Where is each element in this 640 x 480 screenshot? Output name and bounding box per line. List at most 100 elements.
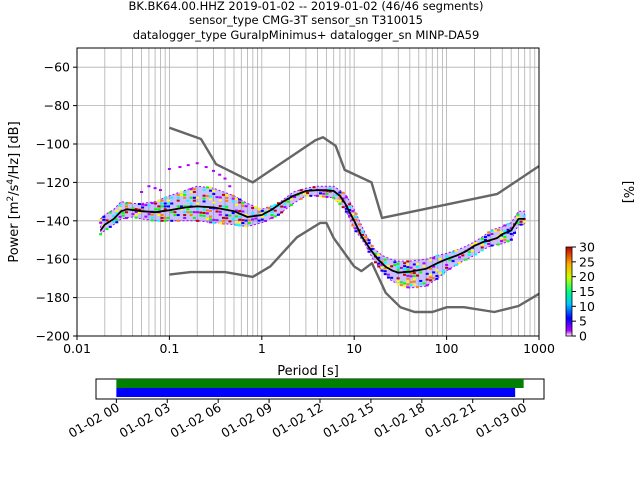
density-cell [419, 279, 423, 282]
y-tick-label: −200 [36, 329, 70, 344]
density-cell [348, 203, 352, 206]
density-cell [163, 202, 167, 205]
density-cell [270, 214, 274, 217]
density-cell [412, 274, 416, 277]
outlier-cell [195, 162, 199, 165]
density-cell [183, 214, 187, 217]
density-cell [283, 203, 287, 206]
density-cell [487, 231, 491, 234]
density-cell [341, 197, 345, 200]
density-cell [173, 214, 177, 217]
coverage-bar-coverage_bottom [116, 388, 516, 397]
density-cell [435, 277, 439, 280]
density-cell [312, 186, 316, 189]
density-cell [500, 231, 504, 234]
density-cell [196, 196, 200, 199]
density-cell [215, 210, 219, 213]
noise-models [168, 126, 539, 314]
density-cell [238, 215, 242, 218]
density-cell [205, 218, 209, 221]
density-cell [483, 241, 487, 244]
density-cell [448, 267, 452, 270]
density-cell [396, 277, 400, 280]
density-cell [212, 221, 216, 224]
density-cell [102, 215, 106, 218]
density-cell [115, 221, 119, 224]
density-cell [480, 237, 484, 240]
density-cell [383, 258, 387, 261]
density-cell [141, 203, 145, 206]
timeline-tick-label: 01-02 00 [66, 400, 122, 441]
density-cell [196, 219, 200, 222]
density-cell [257, 208, 261, 211]
density-cell [490, 230, 494, 233]
density-cell [192, 216, 196, 219]
density-cell [493, 229, 497, 232]
outlier-cell [140, 191, 144, 193]
density-cell [396, 280, 400, 283]
density-cell [416, 274, 420, 277]
density-cell [238, 210, 242, 213]
density-cell [487, 234, 491, 237]
density-cell [373, 252, 377, 255]
density-cell [134, 213, 138, 216]
density-cell [189, 211, 193, 214]
timeline-tick-label: 01-02 09 [218, 400, 274, 441]
density-cell [238, 224, 242, 227]
density-cell [176, 199, 180, 202]
outlier-cell [178, 166, 182, 169]
density-cell [412, 272, 416, 275]
density-cell [445, 255, 449, 258]
density-cell [212, 201, 216, 204]
x-tick-label: 1 [258, 341, 266, 356]
density-cell [218, 210, 222, 213]
density-cell [406, 274, 410, 277]
density-cell [503, 233, 507, 236]
density-cell [406, 260, 410, 263]
density-cell [260, 218, 264, 221]
outlier-cell [147, 185, 151, 188]
timeline-tick-label: 01-02 12 [269, 400, 325, 441]
density-cell [273, 215, 277, 218]
density-cell [412, 263, 416, 266]
density-cell [115, 209, 119, 212]
density-cell [212, 190, 216, 193]
density-cell [163, 205, 167, 208]
density-cell [480, 249, 484, 252]
density-cell [150, 213, 154, 216]
density-cell [276, 213, 280, 216]
density-cell [377, 262, 381, 265]
density-cell [331, 196, 335, 199]
density-cell [124, 211, 128, 214]
density-cell [209, 198, 213, 201]
density-cell [509, 238, 513, 241]
y-tick-label: −180 [36, 290, 70, 305]
density-cell [412, 277, 416, 280]
mean-psd [99, 189, 525, 274]
density-cell [212, 218, 216, 221]
density-cell [241, 210, 245, 213]
density-cell [503, 224, 507, 227]
density-cell [454, 249, 458, 252]
density-cell [306, 191, 310, 194]
density-cell [221, 193, 225, 196]
density-cell [403, 267, 407, 270]
density-cell [218, 199, 222, 202]
density-cell [322, 195, 326, 198]
density-cell [435, 263, 439, 266]
density-cell [412, 280, 416, 283]
density-cell [425, 278, 429, 281]
density-cell [403, 282, 407, 285]
y-tick-label: −140 [36, 213, 70, 228]
density-cell [487, 242, 491, 245]
density-cell [370, 245, 374, 248]
coverage-bars [116, 379, 524, 397]
x-axis-ticks: 0.01 0.1 1 10 100 1000 [63, 336, 555, 356]
density-cell [289, 198, 293, 201]
density-cell [506, 240, 510, 243]
density-cell [231, 194, 235, 197]
density-cell [403, 273, 407, 276]
density-cell [451, 260, 455, 263]
density-cell [406, 263, 410, 266]
timeline-tick-label: 01-02 18 [371, 400, 427, 441]
